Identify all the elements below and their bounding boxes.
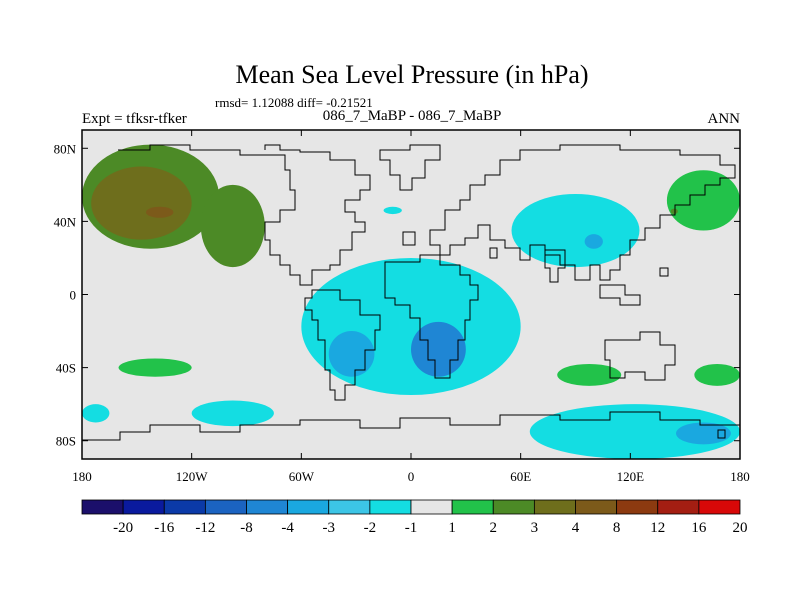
coastline-islands (402, 231, 726, 439)
axis-ticks: 180 120W 60W 0 60E 120E 180 80N 40N 0 40S 80S (54, 130, 750, 484)
y-tick-label: 80S (56, 434, 76, 449)
chart-title: Mean Sea Level Pressure (in hPa) (235, 60, 588, 89)
colorbar-label: 3 (531, 520, 539, 536)
colorbar-swatch (575, 499, 618, 515)
colorbar-swatch (328, 499, 371, 515)
colorbar-swatch (122, 499, 165, 515)
colorbar: -20 -16 -12 -8 -4 -3 -2 -1 1 2 3 4 8 12 16 20 (81, 499, 748, 536)
coastline-north-america (118, 144, 371, 286)
colorbar-label: -3 (323, 520, 336, 536)
comparison-label: 086_7_MaBP - 086_7_MaBP (323, 108, 502, 124)
anomaly-region (666, 170, 740, 231)
colorbar-swatch (616, 499, 659, 515)
x-tick-label: 180 (730, 469, 750, 484)
anomaly-region (82, 404, 110, 423)
colorbar-label: 16 (691, 520, 707, 536)
coastline-eurasia (429, 144, 736, 281)
colorbar-label: 2 (490, 520, 498, 536)
colorbar-swatch (369, 499, 412, 515)
anomaly-region (328, 331, 375, 377)
anomaly-region (383, 206, 402, 215)
coastline-africa (384, 254, 479, 379)
anomaly-region (91, 166, 192, 240)
anomaly-region (191, 400, 274, 427)
colorbar-label: 12 (650, 520, 665, 536)
colorbar-label: -20 (113, 520, 133, 536)
stats-label: rmsd= 1.12088 diff= -0.21521 (215, 95, 373, 110)
colorbar-swatch (698, 499, 741, 515)
anomaly-region (557, 363, 622, 386)
colorbar-label: -16 (154, 520, 174, 536)
anomaly-region (118, 358, 192, 377)
x-tick-label: 180 (72, 469, 92, 484)
anomaly-region (511, 193, 640, 268)
colorbar-swatch (81, 499, 124, 515)
anomaly-region (411, 321, 466, 377)
colorbar-swatch (657, 499, 700, 515)
colorbar-label: 8 (613, 520, 621, 536)
anomaly-region (301, 257, 521, 396)
experiment-label: Expt = tfksr-tfker (82, 111, 187, 127)
colorbar-label: -8 (240, 520, 253, 536)
colorbar-label: -1 (405, 520, 418, 536)
anomaly-region (694, 363, 740, 386)
colorbar-swatch (246, 499, 289, 515)
coastline-australia (604, 331, 676, 381)
anomaly-region (676, 422, 731, 445)
colorbar-label: -4 (281, 520, 294, 536)
x-tick-label: 120E (617, 469, 645, 484)
colorbar-label: 4 (572, 520, 580, 536)
season-label: ANN (708, 111, 741, 127)
x-tick-label: 60W (289, 469, 315, 484)
map-plot: 180 120W 60W 0 60E 120E 180 80N 40N 0 40S 80S (54, 129, 750, 484)
colorbar-swatch (163, 499, 206, 515)
anomaly-regions (82, 144, 740, 460)
coastline-south-america (304, 289, 381, 401)
x-tick-label: 120W (176, 469, 209, 484)
anomaly-region (529, 404, 740, 460)
coastline-india (544, 249, 566, 283)
colorbar-swatch (204, 499, 247, 515)
anomaly-region (200, 184, 265, 268)
colorbar-swatch (492, 499, 535, 515)
y-tick-label: 40S (56, 361, 76, 376)
y-tick-label: 0 (70, 288, 77, 303)
colorbar-label: 1 (448, 520, 456, 536)
colorbar-swatch (451, 499, 494, 515)
anomaly-region (145, 206, 174, 218)
colorbar-swatch (533, 499, 576, 515)
y-tick-label: 80N (54, 141, 77, 156)
colorbar-label: -2 (364, 520, 377, 536)
colorbar-label: -12 (195, 520, 215, 536)
coastline-antarctica (82, 411, 740, 441)
y-tick-label: 40N (54, 214, 77, 229)
anomaly-region (584, 234, 603, 249)
coastlines (82, 144, 740, 441)
anomaly-region (670, 208, 678, 215)
colorbar-label: 20 (733, 520, 748, 536)
colorbar-swatch (410, 499, 453, 515)
coastline-greenland (379, 144, 441, 191)
x-tick-label: 0 (408, 469, 415, 484)
colorbar-swatch (287, 499, 330, 515)
coastline-southeast-asia (599, 284, 641, 306)
x-tick-label: 60E (510, 469, 531, 484)
